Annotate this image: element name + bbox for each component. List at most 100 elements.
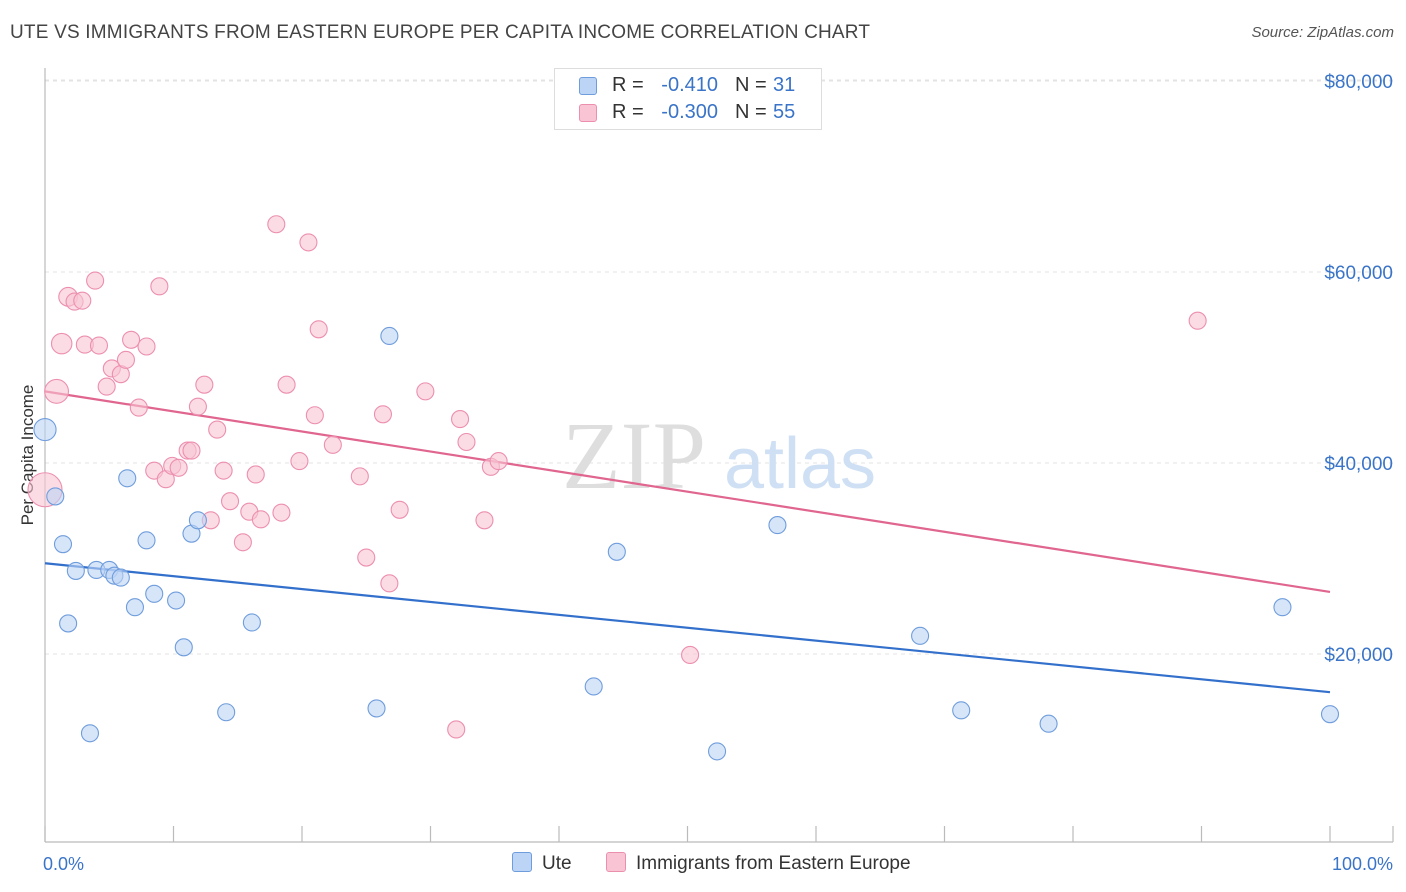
point-ute: [33, 417, 57, 442]
point-immigrants: [73, 291, 92, 310]
point-immigrants: [233, 533, 252, 552]
point-immigrants: [373, 405, 393, 424]
point-immigrants: [188, 397, 207, 416]
source-credit: Source: ZipAtlas.com: [1251, 24, 1394, 41]
point-immigrants: [489, 452, 508, 471]
point-immigrants: [137, 337, 156, 356]
point-ute: [367, 699, 386, 718]
y-tick-label: $40,000: [1324, 454, 1393, 475]
point-immigrants: [416, 382, 435, 401]
legend-label: Immigrants from Eastern Europe: [636, 853, 911, 874]
point-immigrants: [246, 465, 265, 484]
point-ute: [188, 511, 207, 530]
point-immigrants: [681, 645, 700, 665]
point-immigrants: [309, 320, 328, 339]
point-ute: [145, 584, 164, 603]
point-ute: [53, 535, 73, 554]
trend-lines: [44, 390, 1331, 694]
legend-item-immigrants: Immigrants from Eastern Europe: [606, 852, 911, 875]
ute-swatch: [512, 852, 532, 872]
point-immigrants: [50, 332, 73, 355]
y-tick-label: $60,000: [1324, 263, 1393, 284]
point-immigrants: [195, 375, 214, 394]
point-immigrants: [323, 435, 342, 454]
point-immigrants: [89, 336, 109, 355]
point-ute: [708, 742, 727, 761]
point-ute: [137, 531, 156, 550]
n-label: N =: [735, 101, 767, 123]
point-immigrants: [299, 233, 318, 252]
point-immigrants: [251, 510, 270, 529]
point-immigrants: [116, 350, 136, 369]
n-label: N =: [735, 74, 767, 96]
y-tick-label: $80,000: [1324, 72, 1393, 93]
immigrants-swatch: [606, 852, 626, 872]
n-value: 31: [773, 74, 796, 96]
ute-swatch: [579, 77, 597, 95]
point-ute: [1039, 714, 1058, 733]
legend-item-ute: Ute: [512, 852, 572, 875]
point-immigrants: [86, 271, 105, 290]
point-immigrants: [122, 330, 141, 349]
point-ute: [952, 701, 971, 720]
point-immigrants: [208, 420, 227, 439]
legend-label: Ute: [542, 853, 572, 874]
point-ute: [911, 626, 930, 645]
point-immigrants: [277, 375, 296, 394]
tick-labels: $20,000 $40,000 $60,000 $80,000 0.0% 100.0%: [43, 72, 1393, 874]
point-ute: [59, 614, 78, 633]
point-immigrants: [357, 548, 376, 567]
point-ute: [768, 516, 787, 535]
point-ute: [607, 542, 626, 561]
point-immigrants: [457, 432, 476, 452]
watermark-zip: ZIP: [562, 402, 706, 509]
point-immigrants: [267, 215, 286, 234]
x-tick-label-max: 100.0%: [1332, 854, 1393, 874]
point-immigrants: [390, 500, 409, 519]
trend-line-immigrants: [44, 390, 1331, 594]
n-value: 55: [773, 101, 796, 123]
point-immigrants: [451, 410, 470, 429]
point-immigrants: [305, 406, 324, 425]
legend-row-ute: R = -0.410 N = 31: [555, 73, 821, 99]
point-immigrants: [97, 377, 116, 396]
point-ute: [66, 561, 85, 580]
r-label: R =: [612, 101, 644, 123]
point-immigrants: [129, 398, 148, 417]
point-immigrants: [350, 467, 369, 486]
point-ute: [125, 598, 144, 617]
data-points: [27, 215, 1340, 761]
correlation-legend: R = -0.410 N = 31 R = -0.300 N = 55: [554, 68, 822, 130]
watermark: ZIP atlas: [562, 402, 876, 509]
chart-title: UTE VS IMMIGRANTS FROM EASTERN EUROPE PE…: [10, 22, 871, 43]
point-immigrants: [447, 720, 466, 739]
point-immigrants: [220, 492, 240, 511]
point-immigrants: [272, 503, 291, 522]
point-immigrants: [169, 458, 188, 477]
point-ute: [46, 487, 65, 506]
point-ute: [118, 469, 137, 488]
r-label: R =: [612, 74, 644, 96]
y-tick-label: $20,000: [1324, 645, 1393, 666]
point-ute: [111, 568, 130, 587]
series-legend: Ute Immigrants from Eastern Europe: [0, 852, 1406, 878]
point-ute: [167, 591, 186, 610]
point-ute: [584, 677, 603, 696]
grid-lines: [45, 79, 1395, 655]
point-ute: [80, 724, 100, 743]
point-ute: [242, 613, 261, 632]
point-ute: [380, 326, 399, 346]
point-ute: [1320, 705, 1340, 724]
point-ute: [174, 638, 193, 657]
point-immigrants: [290, 452, 309, 471]
r-value: -0.300: [661, 101, 718, 123]
point-immigrants: [182, 441, 201, 460]
point-immigrants: [44, 378, 70, 404]
legend-row-immigrants: R = -0.300 N = 55: [555, 100, 821, 126]
point-immigrants: [380, 574, 399, 593]
immigrants-swatch: [579, 104, 597, 122]
trend-line-ute: [44, 562, 1331, 694]
point-immigrants: [214, 461, 233, 480]
point-immigrants: [150, 277, 169, 296]
